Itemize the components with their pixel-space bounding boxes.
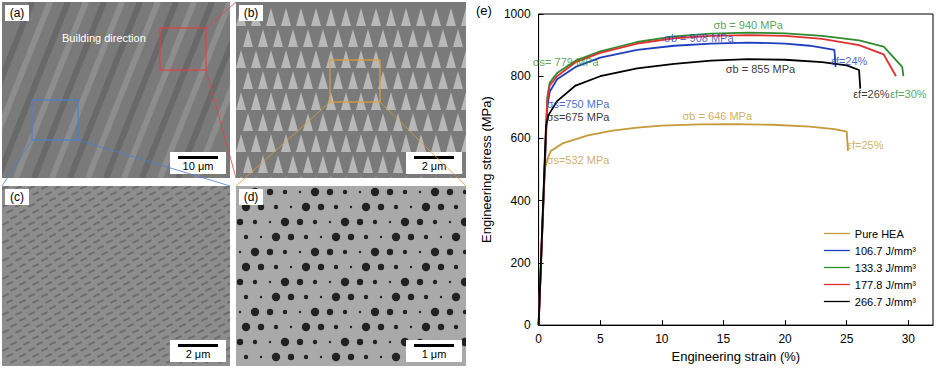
svg-text:εf=30%: εf=30% [890, 88, 927, 100]
svg-text:2 μm: 2 μm [422, 160, 447, 172]
svg-text:σs=532 MPa: σs=532 MPa [547, 154, 611, 166]
svg-text:(d): (d) [244, 190, 259, 204]
svg-text:Engineering strain (%): Engineering strain (%) [671, 349, 800, 364]
svg-text:600: 600 [511, 131, 531, 145]
svg-text:0: 0 [524, 318, 531, 332]
svg-text:(c): (c) [10, 190, 24, 204]
svg-text:1 μm: 1 μm [422, 348, 447, 360]
svg-text:εf=24%: εf=24% [831, 55, 868, 67]
svg-text:σb = 646 MPa: σb = 646 MPa [683, 110, 753, 122]
svg-text:15: 15 [717, 332, 731, 346]
svg-text:177.8 J/mm³: 177.8 J/mm³ [855, 279, 916, 291]
svg-text:(b): (b) [244, 6, 259, 20]
svg-text:σb = 940 MPa: σb = 940 MPa [713, 19, 783, 31]
svg-text:2 μm: 2 μm [186, 348, 211, 360]
svg-text:30: 30 [902, 332, 916, 346]
svg-text:(e): (e) [476, 3, 492, 18]
svg-text:Building direction: Building direction [62, 32, 146, 44]
svg-text:10: 10 [655, 332, 669, 346]
svg-text:800: 800 [511, 69, 531, 83]
svg-text:σs=750 MPa: σs=750 MPa [547, 98, 611, 110]
svg-text:(a): (a) [10, 6, 25, 20]
svg-text:106.7 J/mm³: 106.7 J/mm³ [855, 245, 916, 257]
svg-text:σb = 908 MPa: σb = 908 MPa [664, 32, 734, 44]
svg-text:0: 0 [535, 332, 542, 346]
svg-text:εf=25%: εf=25% [847, 139, 884, 151]
svg-text:400: 400 [511, 194, 531, 208]
svg-text:σs=675 MPa: σs=675 MPa [547, 111, 611, 123]
svg-text:σs= 779 MPa: σs= 779 MPa [533, 56, 600, 68]
svg-text:20: 20 [778, 332, 792, 346]
svg-text:Pure HEA: Pure HEA [855, 228, 905, 240]
svg-text:εf=26%: εf=26% [853, 88, 890, 100]
svg-text:σb = 855 MPa: σb = 855 MPa [726, 63, 796, 75]
svg-text:Engineering stress (MPa): Engineering stress (MPa) [479, 96, 494, 243]
svg-text:200: 200 [511, 256, 531, 270]
svg-text:5: 5 [597, 332, 604, 346]
svg-text:10 μm: 10 μm [183, 160, 214, 172]
svg-text:1000: 1000 [504, 7, 531, 21]
svg-text:25: 25 [840, 332, 854, 346]
svg-text:133.3 J/mm³: 133.3 J/mm³ [855, 262, 916, 274]
svg-text:266.7 J/mm³: 266.7 J/mm³ [855, 296, 916, 308]
